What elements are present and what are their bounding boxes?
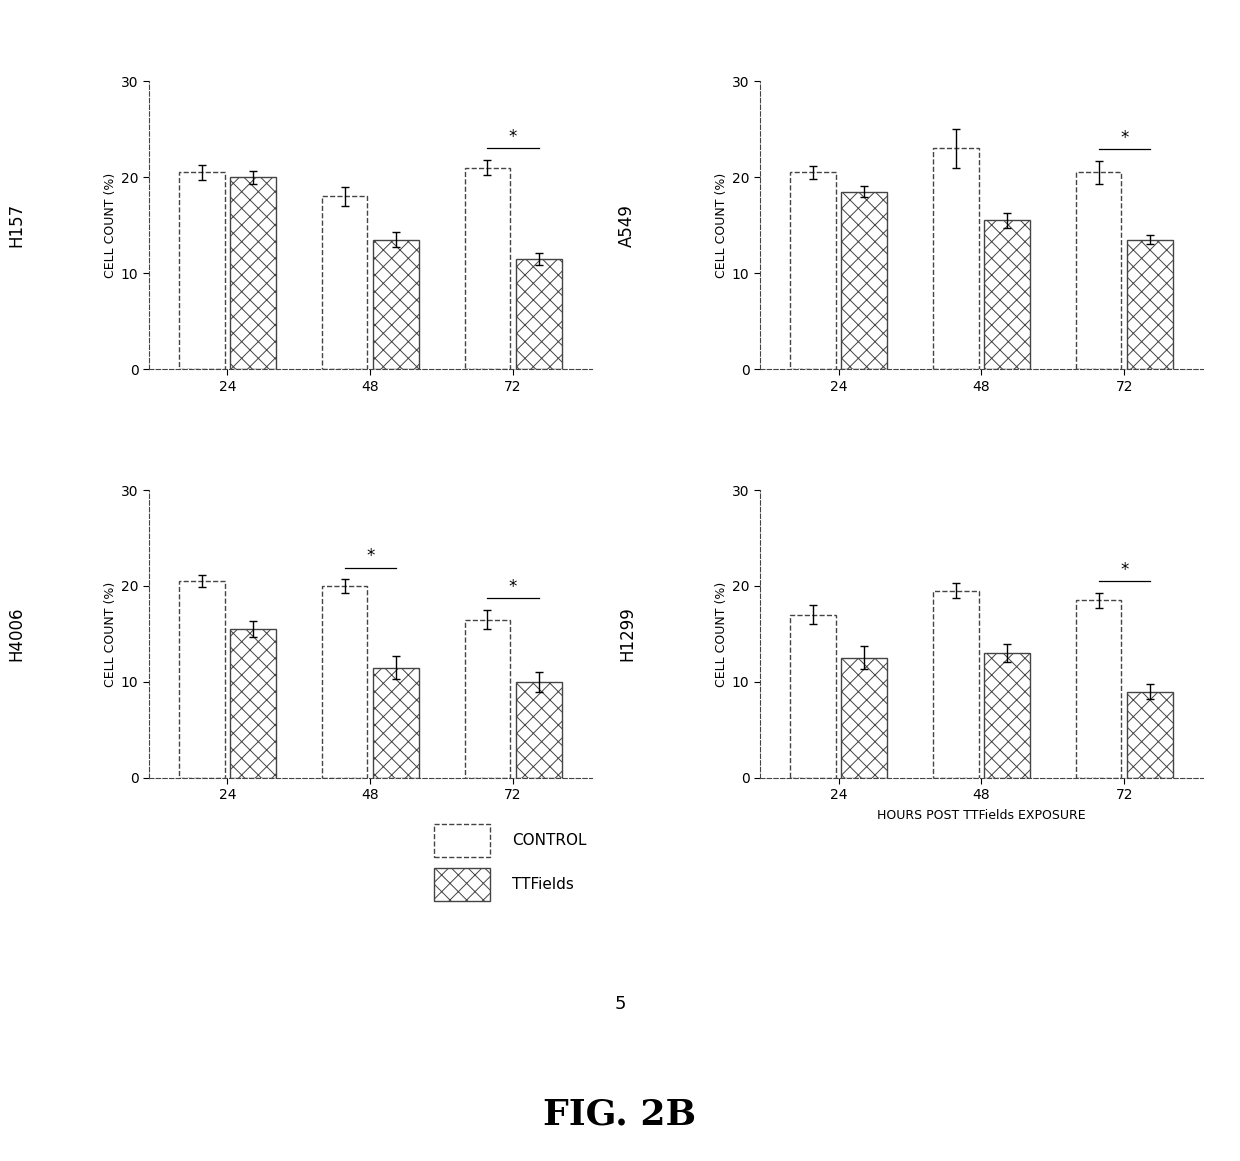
Bar [842, 658, 887, 778]
Text: *: * [508, 128, 517, 146]
Text: A549: A549 [618, 204, 636, 246]
Text: FIG. 2B: FIG. 2B [543, 1097, 697, 1132]
Text: H4006: H4006 [7, 607, 25, 662]
Text: H157: H157 [7, 203, 25, 247]
Bar [321, 586, 367, 778]
X-axis label: HOURS POST TTFields EXPOSURE: HOURS POST TTFields EXPOSURE [877, 809, 1086, 822]
Bar [373, 668, 419, 778]
Bar [231, 629, 277, 778]
Bar [516, 259, 562, 369]
Bar [1127, 692, 1173, 778]
Bar [179, 173, 224, 369]
Bar [985, 221, 1030, 369]
Y-axis label: CELL COUNT (%): CELL COUNT (%) [104, 173, 117, 277]
Bar [465, 620, 510, 778]
Bar [373, 239, 419, 369]
Y-axis label: CELL COUNT (%): CELL COUNT (%) [104, 582, 117, 686]
Bar [1127, 239, 1173, 369]
Bar [465, 167, 510, 369]
Bar [1075, 600, 1121, 778]
Text: *: * [1120, 561, 1128, 579]
Bar [1075, 173, 1121, 369]
Bar [231, 178, 277, 369]
Text: 5: 5 [614, 995, 626, 1014]
Bar [932, 591, 978, 778]
Y-axis label: CELL COUNT (%): CELL COUNT (%) [714, 173, 728, 277]
Bar [321, 196, 367, 369]
Bar [179, 582, 224, 778]
Y-axis label: CELL COUNT (%): CELL COUNT (%) [714, 582, 728, 686]
Text: *: * [366, 547, 374, 565]
Text: H1299: H1299 [618, 606, 636, 662]
Text: CONTROL: CONTROL [512, 834, 587, 848]
Text: *: * [1120, 129, 1128, 147]
Bar [790, 615, 836, 778]
Text: TTFields: TTFields [512, 878, 574, 892]
Bar [516, 682, 562, 778]
Bar [932, 149, 978, 369]
Text: *: * [508, 578, 517, 596]
Bar [790, 173, 836, 369]
Bar [985, 654, 1030, 778]
Bar [842, 192, 887, 369]
